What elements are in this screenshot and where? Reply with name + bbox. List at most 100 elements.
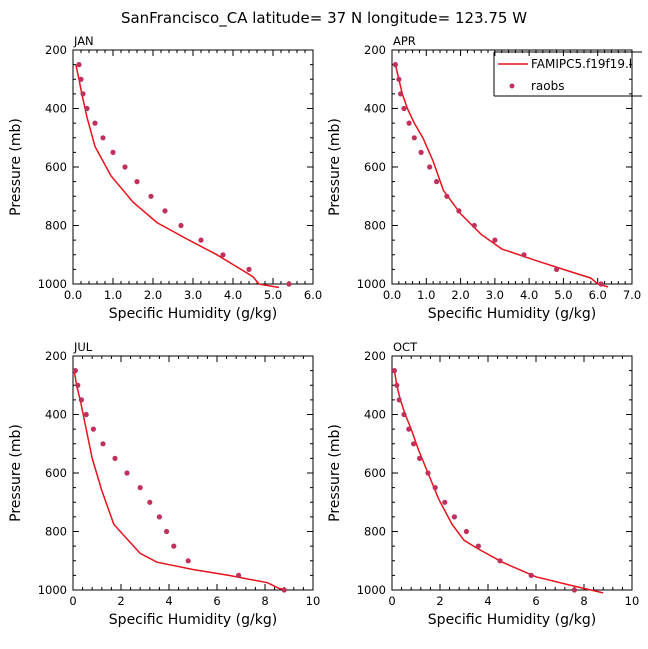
raobs-point	[528, 572, 534, 579]
raobs-point	[411, 441, 417, 447]
legend-obs-marker-swatch	[509, 83, 515, 89]
model-line	[393, 370, 604, 594]
raobs-point	[396, 76, 402, 82]
raobs-point	[84, 105, 90, 112]
panel-title: JUL	[73, 340, 93, 354]
raobs-point	[178, 222, 184, 229]
raobs-point	[286, 281, 292, 287]
x-tick-label: 4.0	[520, 288, 538, 302]
raobs-point	[471, 222, 477, 229]
raobs-point	[134, 179, 140, 185]
x-tick-label: 5.0	[554, 288, 572, 302]
raobs-point	[401, 411, 407, 418]
raobs-point	[76, 62, 82, 68]
y-tick-label: 800	[364, 219, 386, 233]
figure-title: SanFrancisco_CA latitude= 37 N longitude…	[121, 9, 527, 28]
raobs-point	[83, 411, 89, 418]
raobs-point	[148, 193, 154, 199]
plot-frame	[72, 355, 314, 591]
panel-oct: 0 2 4 6 8 10 200 400 600 800 1000 OCT Specific Humid…	[327, 340, 639, 628]
raobs-point	[122, 164, 128, 170]
y-tick-label: 600	[45, 466, 67, 480]
panel-title: JAN	[73, 34, 94, 48]
raobs-point	[100, 441, 106, 447]
raobs-point	[442, 499, 448, 505]
y-tick-label: 1000	[38, 583, 67, 597]
raobs-point	[220, 252, 226, 258]
y-tick-label: 200	[364, 349, 386, 363]
x-tick-label: 3.0	[184, 288, 202, 302]
y-tick-label: 600	[45, 160, 67, 174]
model-line	[75, 64, 280, 289]
x-tick-label: 4.0	[224, 288, 242, 302]
x-axis-label: Specific Humidity (g/kg)	[428, 306, 596, 322]
x-tick-label: 0	[69, 594, 76, 608]
raobs-point	[391, 368, 397, 374]
y-axis-label: Pressure (mb)	[8, 118, 24, 216]
raobs-point	[521, 252, 527, 258]
y-axis-label: Pressure (mb)	[8, 424, 24, 522]
x-tick-label: 10	[306, 594, 321, 608]
raobs-point	[396, 397, 402, 403]
raobs-point	[401, 105, 407, 112]
x-axis-label: Specific Humidity (g/kg)	[109, 612, 277, 628]
y-tick-label: 800	[45, 525, 67, 539]
x-tick-label: 2.0	[451, 288, 469, 302]
x-tick-label: 1.0	[417, 288, 435, 302]
raobs-point	[246, 266, 252, 272]
raobs-point	[425, 470, 431, 476]
y-tick-label: 400	[45, 102, 67, 116]
panels: 0.0 1.0 2.0 3.0 4.0 5.0 6.02004006008001000JAN…	[8, 34, 641, 628]
x-tick-label: 1.0	[104, 288, 122, 302]
panel-jul: 0 2 4 6 8 10 200 400 600 800 1000 JUL Specific Humid…	[8, 340, 320, 628]
raobs-point	[112, 455, 118, 461]
raobs-point	[398, 91, 404, 97]
x-tick-label: 5.0	[264, 288, 282, 302]
panel-title: APR	[393, 34, 416, 48]
model-line	[394, 64, 609, 288]
raobs-point	[406, 426, 412, 432]
x-tick-label: 7.0	[623, 288, 641, 302]
raobs-point	[418, 149, 424, 155]
raobs-point	[406, 120, 412, 126]
raobs-point	[78, 397, 84, 403]
raobs-point	[392, 62, 398, 68]
y-tick-label: 200	[45, 349, 67, 363]
panel-apr: 0.0 1.0 2.0 3.0 4.0 5.0 6.0 7.0 200 400 600 800 1000…	[327, 34, 641, 322]
y-tick-label: 1000	[357, 277, 386, 291]
raobs-point	[124, 470, 130, 476]
raobs-point	[162, 208, 168, 214]
raobs-point	[492, 237, 498, 243]
x-tick-label: 2.0	[144, 288, 162, 302]
y-axis-label: Pressure (mb)	[327, 118, 343, 216]
raobs-point	[78, 76, 84, 82]
raobs-point	[417, 455, 423, 461]
raobs-point	[411, 135, 417, 141]
raobs-point	[463, 528, 469, 535]
y-tick-label: 400	[364, 102, 386, 116]
legend-obs-label: raobs	[531, 79, 565, 93]
raobs-point	[156, 514, 162, 520]
raobs-point	[281, 587, 287, 593]
raobs-point	[571, 587, 578, 593]
x-tick-label: 6.0	[589, 288, 607, 302]
y-axis-label: Pressure (mb)	[327, 424, 343, 522]
raobs-point	[475, 543, 481, 549]
raobs-point	[432, 485, 438, 491]
x-tick-label: 0.0	[383, 288, 401, 302]
raobs-point	[100, 135, 106, 141]
x-tick-label: 0	[388, 594, 395, 608]
y-tick-label: 600	[364, 466, 386, 480]
raobs-point	[110, 149, 116, 155]
x-tick-label: 10	[625, 594, 640, 608]
x-tick-label: 6	[532, 594, 539, 608]
y-tick-label: 800	[45, 219, 67, 233]
raobs-point	[92, 120, 98, 126]
raobs-point	[434, 179, 440, 185]
y-tick-label: 1000	[357, 583, 386, 597]
raobs-point	[497, 558, 503, 564]
raobs-point	[394, 382, 400, 388]
raobs-point	[427, 164, 433, 170]
x-tick-label: 2	[436, 594, 443, 608]
